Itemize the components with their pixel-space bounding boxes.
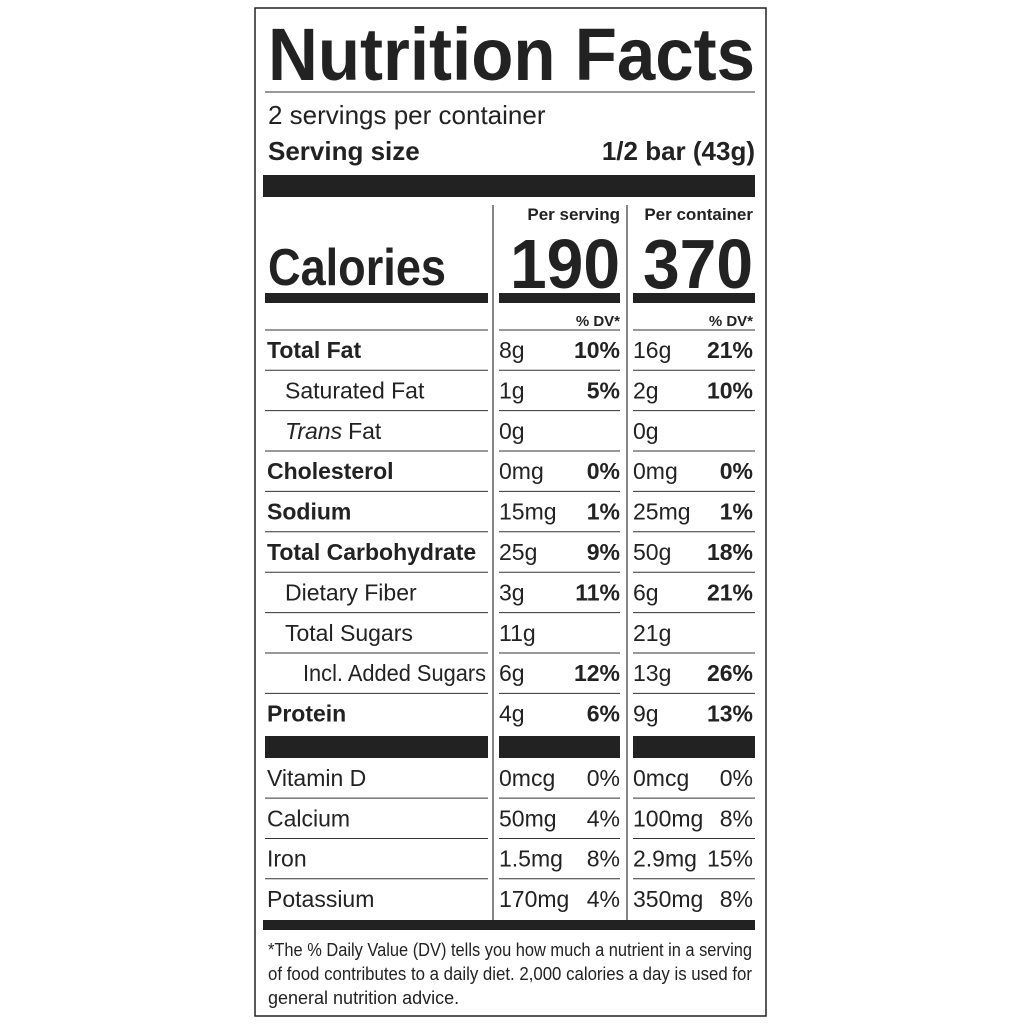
footnote-line: *The % Daily Value (DV) tells you how mu… [268,940,752,960]
thick-bar [633,736,755,758]
vitamin-name: Vitamin D [267,765,366,791]
nutrient-name: Incl. Added Sugars [303,660,486,686]
footnote-line: general nutrition advice. [268,988,459,1008]
amount: 50mg [499,805,557,831]
dv-header: % DV* [576,313,620,330]
column-heading: Per serving [527,205,620,224]
daily-value: 15% [707,846,753,872]
daily-value: 0% [720,765,753,791]
amount: 50g [633,539,671,565]
daily-value: 1% [587,499,620,525]
nutrient-name: Sodium [267,499,351,525]
daily-value: 8% [587,846,620,872]
daily-value: 1% [720,499,753,525]
daily-value: 11% [575,579,620,605]
nutrient-name: Total Sugars [285,620,413,646]
nutrient-name-italic: Trans [285,418,343,444]
dv-header: % DV* [709,313,753,330]
daily-value: 18% [707,539,753,565]
amount: 15mg [499,499,557,525]
amount: 170mg [499,886,569,912]
daily-value: 26% [707,660,753,686]
daily-value: 10% [707,377,753,403]
amount: 25mg [633,499,691,525]
medium-bar [633,293,755,303]
amount: 8g [499,337,525,363]
amount: 0mcg [633,765,689,791]
amount: 350mg [633,886,703,912]
thick-bar [265,736,488,758]
serving-size-label: Serving size [268,136,420,166]
daily-value: 4% [587,805,620,831]
nutrient-name-rest: Fat [348,418,382,444]
nutrient-name: Cholesterol [267,458,394,484]
thick-bar [499,736,620,758]
amount: 100mg [633,805,703,831]
servings-per-container: 2 servings per container [268,100,546,130]
amount: 9g [633,701,659,727]
medium-bar [265,293,488,303]
amount: 0mg [499,458,544,484]
daily-value: 5% [587,377,620,403]
nutrient-name: Protein [267,701,346,727]
amount: 2.9mg [633,846,697,872]
daily-value: 0% [587,458,620,484]
calories-value: 190 [510,225,620,303]
amount: 0g [633,418,659,444]
amount: 6g [633,579,659,605]
daily-value: 12% [574,660,620,686]
daily-value: 6% [587,701,620,727]
daily-value: 10% [574,337,620,363]
vitamin-name: Potassium [267,886,374,912]
amount: 13g [633,660,671,686]
amount: 4g [499,701,525,727]
nutrient-name: Trans Fat [285,418,382,444]
daily-value: 4% [587,886,620,912]
daily-value: 21% [707,337,753,363]
amount: 0g [499,418,525,444]
amount: 0mg [633,458,678,484]
calories-label: Calories [268,239,446,297]
amount: 21g [633,620,671,646]
daily-value: 0% [587,765,620,791]
vitamin-name: Iron [267,846,307,872]
daily-value: 21% [707,579,753,605]
bottom-bar [263,920,755,930]
amount: 11g [499,620,536,646]
vitamin-name: Calcium [267,805,350,831]
nutrient-name: Saturated Fat [285,377,425,403]
daily-value: 0% [720,458,753,484]
daily-value: 8% [720,886,753,912]
daily-value: 9% [587,539,620,565]
amount: 6g [499,660,525,686]
amount: 0mcg [499,765,555,791]
column-heading: Per container [644,205,753,224]
nutrient-name: Dietary Fiber [285,579,417,605]
amount: 16g [633,337,671,363]
amount: 3g [499,579,525,605]
amount: 2g [633,377,659,403]
amount: 1g [499,377,525,403]
thick-bar [263,175,755,197]
amount: 25g [499,539,537,565]
serving-size-value: 1/2 bar (43g) [602,136,755,166]
nutrient-name: Total Fat [267,337,361,363]
footnote-line: of food contributes to a daily diet. 2,0… [268,964,752,984]
calories-value: 370 [643,225,753,303]
daily-value: 13% [707,701,753,727]
medium-bar [499,293,620,303]
title: Nutrition Facts [268,13,755,96]
daily-value: 8% [720,805,753,831]
nutrient-name: Total Carbohydrate [267,539,476,565]
amount: 1.5mg [499,846,563,872]
